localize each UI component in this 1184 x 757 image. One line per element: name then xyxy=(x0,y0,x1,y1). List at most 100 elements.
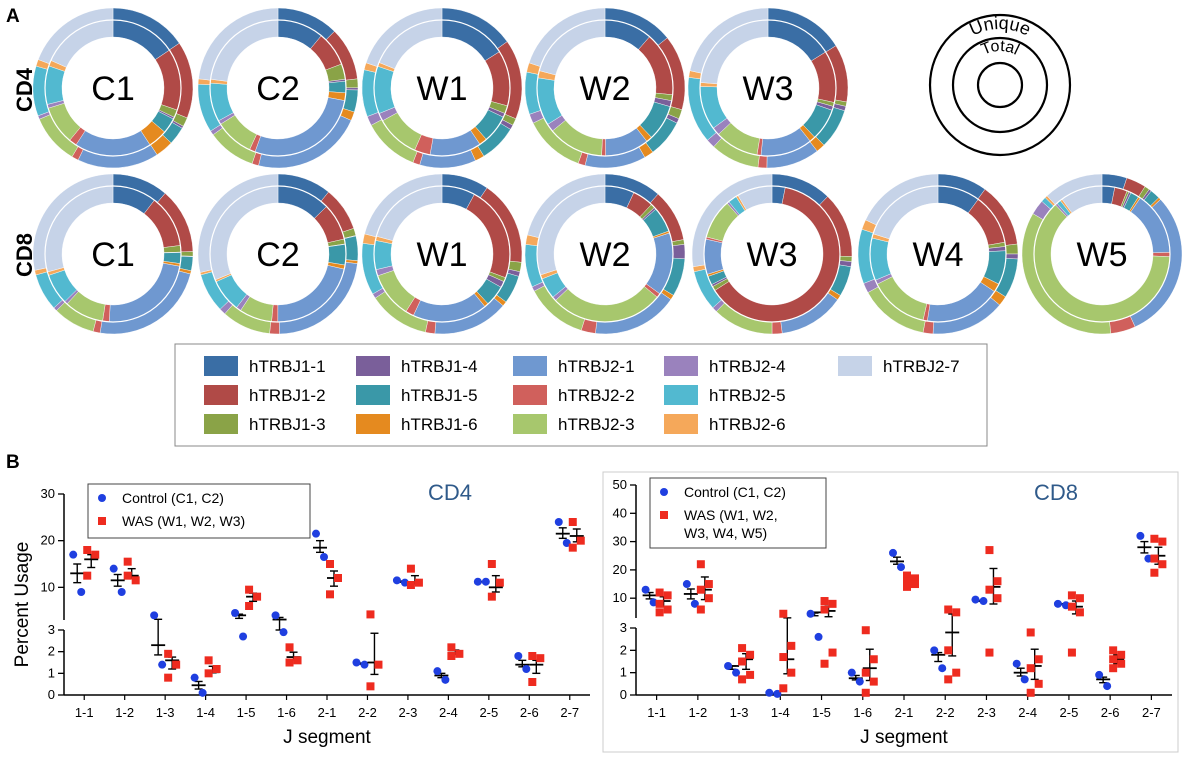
legend-label: hTRBJ1-2 xyxy=(249,386,326,405)
data-point-was xyxy=(985,585,994,594)
data-point-was xyxy=(1117,650,1126,659)
data-point-was xyxy=(212,665,221,673)
legend-item-hTRBJ2-1: hTRBJ2-1 xyxy=(513,356,635,376)
legend-label: hTRBJ2-7 xyxy=(883,357,960,376)
data-point-control xyxy=(732,668,741,677)
legend-item-hTRBJ1-1: hTRBJ1-1 xyxy=(204,356,326,376)
data-point-was xyxy=(245,602,254,610)
panel-label-a: A xyxy=(6,6,20,27)
data-point-control xyxy=(682,580,691,589)
donut-cd4-c1: C1 xyxy=(32,7,194,169)
data-point-was xyxy=(993,577,1002,586)
data-point-control xyxy=(1095,670,1104,679)
data-point-control xyxy=(117,588,126,596)
data-point-control xyxy=(522,665,531,673)
legend-label: hTRBJ1-5 xyxy=(401,386,478,405)
donut-ring-divider xyxy=(1033,185,1171,323)
y-tick-label: 2 xyxy=(620,642,627,657)
data-point-was xyxy=(536,654,545,663)
data-point-was xyxy=(985,546,994,555)
legend-swatch xyxy=(664,414,698,434)
donut-hole xyxy=(63,204,163,304)
data-point-was xyxy=(455,649,464,658)
data-point-was xyxy=(952,668,961,677)
data-point-was xyxy=(1067,648,1076,657)
data-point-control xyxy=(190,673,199,682)
legend-label: hTRBJ2-5 xyxy=(709,386,786,405)
data-point-control xyxy=(724,661,733,670)
data-point-was xyxy=(495,578,504,587)
data-point-was xyxy=(911,574,919,583)
donut-hole xyxy=(888,204,988,304)
data-point-was xyxy=(746,670,755,679)
legend-label: hTRBJ2-1 xyxy=(558,357,635,376)
donut-slice-outer-hTRBJ1-3 xyxy=(180,251,194,257)
data-point-was xyxy=(820,659,829,668)
data-point-was xyxy=(944,646,953,655)
data-point-was xyxy=(1034,655,1043,664)
donut-ring-divider xyxy=(703,185,841,323)
data-point-control xyxy=(239,632,248,641)
data-point-control xyxy=(352,658,361,667)
data-point-control xyxy=(1103,682,1112,691)
donut-cd8-w4: W4 xyxy=(857,173,1019,335)
donut-label: W1 xyxy=(417,236,468,274)
legend-marker-was xyxy=(660,511,668,519)
x-tick-label: 1-6 xyxy=(853,705,872,720)
scatter-legend: Control (C1, C2) WAS (W1, W2, W3) xyxy=(87,483,311,539)
donut-ring-divider xyxy=(869,185,1007,323)
legend-label: hTRBJ1-3 xyxy=(249,415,326,434)
donut-ring-divider xyxy=(536,185,674,323)
legend-swatch xyxy=(513,414,547,434)
data-point-was xyxy=(245,585,254,594)
y-tick-label: 30 xyxy=(41,486,55,501)
data-point-control xyxy=(1012,659,1021,668)
data-point-was xyxy=(1075,608,1084,617)
data-point-was xyxy=(91,550,100,559)
data-point-was xyxy=(696,560,705,569)
legend-swatch xyxy=(204,385,238,405)
data-point-was xyxy=(123,557,132,566)
data-point-was xyxy=(828,648,837,657)
donut-label: C2 xyxy=(256,70,299,108)
data-point-control xyxy=(554,518,563,526)
donut-cd4-c2: C2 xyxy=(197,7,359,169)
donut-label: C2 xyxy=(256,236,299,274)
y-tick-label: 50 xyxy=(613,477,627,492)
donut-label: W3 xyxy=(743,70,794,108)
data-point-control xyxy=(855,677,864,686)
legend-item-hTRBJ1-5: hTRBJ1-5 xyxy=(356,385,478,405)
data-point-control xyxy=(109,564,118,573)
data-point-was xyxy=(285,658,294,667)
data-point-was xyxy=(334,574,342,582)
data-point-was xyxy=(944,605,953,614)
x-tick-label: 2-4 xyxy=(1018,705,1037,720)
legend-item-hTRBJ2-3: hTRBJ2-3 xyxy=(513,414,635,434)
legend-label: hTRBJ1-1 xyxy=(249,357,326,376)
donut-cd8-w2: W2 xyxy=(524,173,686,335)
data-point-was xyxy=(1117,659,1126,668)
data-point-was xyxy=(704,594,713,603)
legend-marker-control xyxy=(98,494,106,502)
data-point-was xyxy=(779,684,788,693)
donut-slice-inner-hTRBJ1-5 xyxy=(328,244,347,266)
donut-hole xyxy=(228,38,328,138)
donut-cd4-w2: W2 xyxy=(524,7,686,169)
legend-item-hTRBJ1-3: hTRBJ1-3 xyxy=(204,414,326,434)
data-point-was xyxy=(779,609,788,618)
x-tick-label: 1-6 xyxy=(277,705,296,720)
panel-label-b: B xyxy=(6,452,20,473)
data-point-control xyxy=(971,595,980,604)
scatter-cd8: 10 20 30 40 50 0 1 2 3 1-1 1-2 1-3 1-4 1-5 1-6 2-1 2-2 2-… xyxy=(613,477,1172,748)
x-tick-label: 2-6 xyxy=(520,705,539,720)
legend-label: hTRBJ2-6 xyxy=(709,415,786,434)
data-point-was xyxy=(1150,554,1159,563)
donut-ring-divider xyxy=(373,19,511,157)
data-point-was xyxy=(447,652,456,660)
x-tick-label: 2-6 xyxy=(1101,705,1120,720)
data-point-was xyxy=(1150,568,1159,577)
data-point-was xyxy=(414,578,423,587)
x-tick-label: 1-1 xyxy=(75,705,94,720)
data-point-was xyxy=(447,643,456,652)
x-tick-label: 2-2 xyxy=(358,705,377,720)
